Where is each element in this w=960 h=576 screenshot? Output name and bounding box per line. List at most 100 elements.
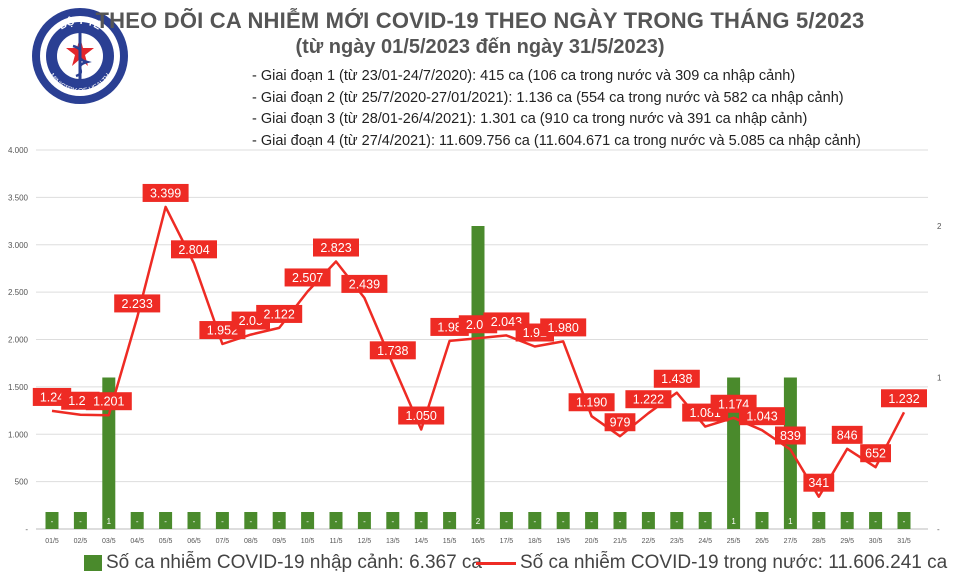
line-value-label: 3.399 <box>142 183 189 202</box>
legend-line-label: Số ca nhiễm COVID-19 trong nước: 11.606.… <box>520 552 948 573</box>
bar-imported-cases <box>812 512 826 529</box>
bar-imported-cases <box>357 512 371 529</box>
line-label-text: 839 <box>780 429 801 443</box>
bar-imported-cases <box>130 512 144 529</box>
x-tick-label: 10/5 <box>301 538 315 545</box>
bar-value-label: - <box>306 517 309 526</box>
bar-imported-cases <box>73 512 87 529</box>
line-value-label: 1.201 <box>85 392 132 411</box>
bar-imported-cases <box>443 512 457 529</box>
line-value-label: 652 <box>860 444 891 463</box>
bar-value-label: - <box>505 517 508 526</box>
bar-value-label: - <box>846 517 849 526</box>
chart-subtitle: (từ ngày 01/5/2023 đến ngày 31/5/2023) <box>295 36 665 58</box>
x-tick-label: 05/5 <box>159 538 173 545</box>
line-label-box <box>142 183 189 202</box>
covid-cases-chart: - - 1 - - - - - - - - - - - - 2 - - - - - - - - 1 - 1 - - - - 1.24 1.20… <box>8 146 942 545</box>
line-label-text: 3.399 <box>150 186 181 200</box>
line-label-text: 1.043 <box>746 410 777 424</box>
line-label-box <box>860 444 891 463</box>
x-tick-label: 28/5 <box>812 538 826 545</box>
bar-value-label: - <box>874 517 877 526</box>
line-label-box <box>739 407 785 426</box>
line-value-label: 1.050 <box>398 406 445 425</box>
bar-value-label: - <box>79 517 82 526</box>
line-value-label: 1.980 <box>540 318 587 337</box>
x-tick-label: 02/5 <box>74 538 88 545</box>
x-tick-label: 07/5 <box>216 538 230 545</box>
left-axis-tick-label: 1.000 <box>8 430 29 439</box>
bar-imported-cases <box>840 512 854 529</box>
line-label-text: 2.507 <box>292 271 323 285</box>
ministry-of-health-logo: BỘ Y TẾ MINISTRY OF HEALTH <box>32 8 128 104</box>
x-tick-label: 29/5 <box>840 538 854 545</box>
bar-value-label: - <box>448 517 451 526</box>
right-axis-ticks: -123 <box>937 222 942 534</box>
bar-value-label: - <box>391 517 394 526</box>
line-value-label: 2.804 <box>171 240 217 259</box>
line-value-label: 979 <box>604 413 636 432</box>
line-value-label: 2.507 <box>284 268 331 287</box>
line-label-text: 1.738 <box>377 344 408 358</box>
x-tick-label: 23/5 <box>670 538 684 545</box>
legend-item-bar: Số ca nhiễm COVID-19 nhập cảnh: 6.367 ca <box>84 552 482 574</box>
line-label-box <box>540 318 587 337</box>
line-label-box <box>881 389 927 408</box>
x-axis-ticks: 01/5 02/5 03/5 04/5 05/5 06/5 07/5 08/5 09/5 10/5… <box>45 538 911 545</box>
line-label-box <box>604 413 636 432</box>
x-tick-label: 14/5 <box>414 538 428 545</box>
left-axis-tick-label: 3.000 <box>8 241 29 250</box>
line-label-text: 979 <box>610 416 631 430</box>
left-axis-tick-label: - <box>25 525 28 534</box>
domestic-cases-line <box>51 205 906 498</box>
bar-value-label: 1 <box>788 517 793 526</box>
bar-value-label: 1 <box>731 517 736 526</box>
bar-value-label: - <box>164 517 167 526</box>
line-label-text: 2.823 <box>320 241 351 255</box>
bar-imported-cases <box>187 512 201 529</box>
chart-title: THEO DÕI CA NHIỄM MỚI COVID-19 THEO NGÀY… <box>95 8 865 33</box>
bar-value-label: - <box>817 517 820 526</box>
x-tick-label: 12/5 <box>358 538 372 545</box>
line-label-box <box>85 392 132 411</box>
bar-imported-cases <box>272 512 286 529</box>
line-label-box <box>369 341 416 360</box>
bar-value-label: - <box>619 517 622 526</box>
bar-value-label: - <box>647 517 650 526</box>
x-tick-label: 08/5 <box>244 538 258 545</box>
line-label-text: 1.952 <box>207 324 238 338</box>
left-axis-ticks: - 500 1.000 1.500 2.000 2.500 3.000 3.500 4.000 <box>8 146 29 534</box>
bar-value-label: - <box>335 517 338 526</box>
legend-bar-label: Số ca nhiễm COVID-19 nhập cảnh: 6.367 ca <box>106 552 483 573</box>
bar-imported-cases <box>585 512 599 529</box>
line-label-text: 1.050 <box>406 409 437 423</box>
left-axis-tick-label: 1.500 <box>8 383 29 392</box>
bar-imported-cases <box>897 512 911 529</box>
line-label-text: 1.222 <box>633 393 664 407</box>
line-label-box <box>775 426 806 445</box>
line-label-text: 1.190 <box>576 396 607 410</box>
x-tick-label: 06/5 <box>187 538 201 545</box>
bar-value-label: - <box>363 517 366 526</box>
line-label-box <box>653 369 700 388</box>
line-label-text: 1.98 <box>437 320 461 334</box>
line-label-text: 2.804 <box>178 243 209 257</box>
line-label-text: 1.201 <box>93 395 124 409</box>
line-value-label: 2.122 <box>256 304 303 323</box>
bar-imported-cases <box>159 512 173 529</box>
bar-value-label: - <box>221 517 224 526</box>
bar-imported-cases <box>301 512 315 529</box>
line-value-label: 839 <box>775 426 806 445</box>
x-tick-label: 21/5 <box>613 538 627 545</box>
bar-imported-cases <box>244 512 258 529</box>
line-label-box <box>625 390 672 409</box>
bar-imported-cases <box>613 512 627 529</box>
line-label-text: 846 <box>837 428 858 442</box>
x-tick-label: 24/5 <box>698 538 712 545</box>
bar-imported-cases <box>641 512 655 529</box>
left-axis-tick-label: 2.000 <box>8 336 29 345</box>
left-axis-tick-label: 500 <box>15 478 29 487</box>
bar-imported-cases <box>727 377 741 529</box>
x-tick-label: 16/5 <box>471 538 485 545</box>
